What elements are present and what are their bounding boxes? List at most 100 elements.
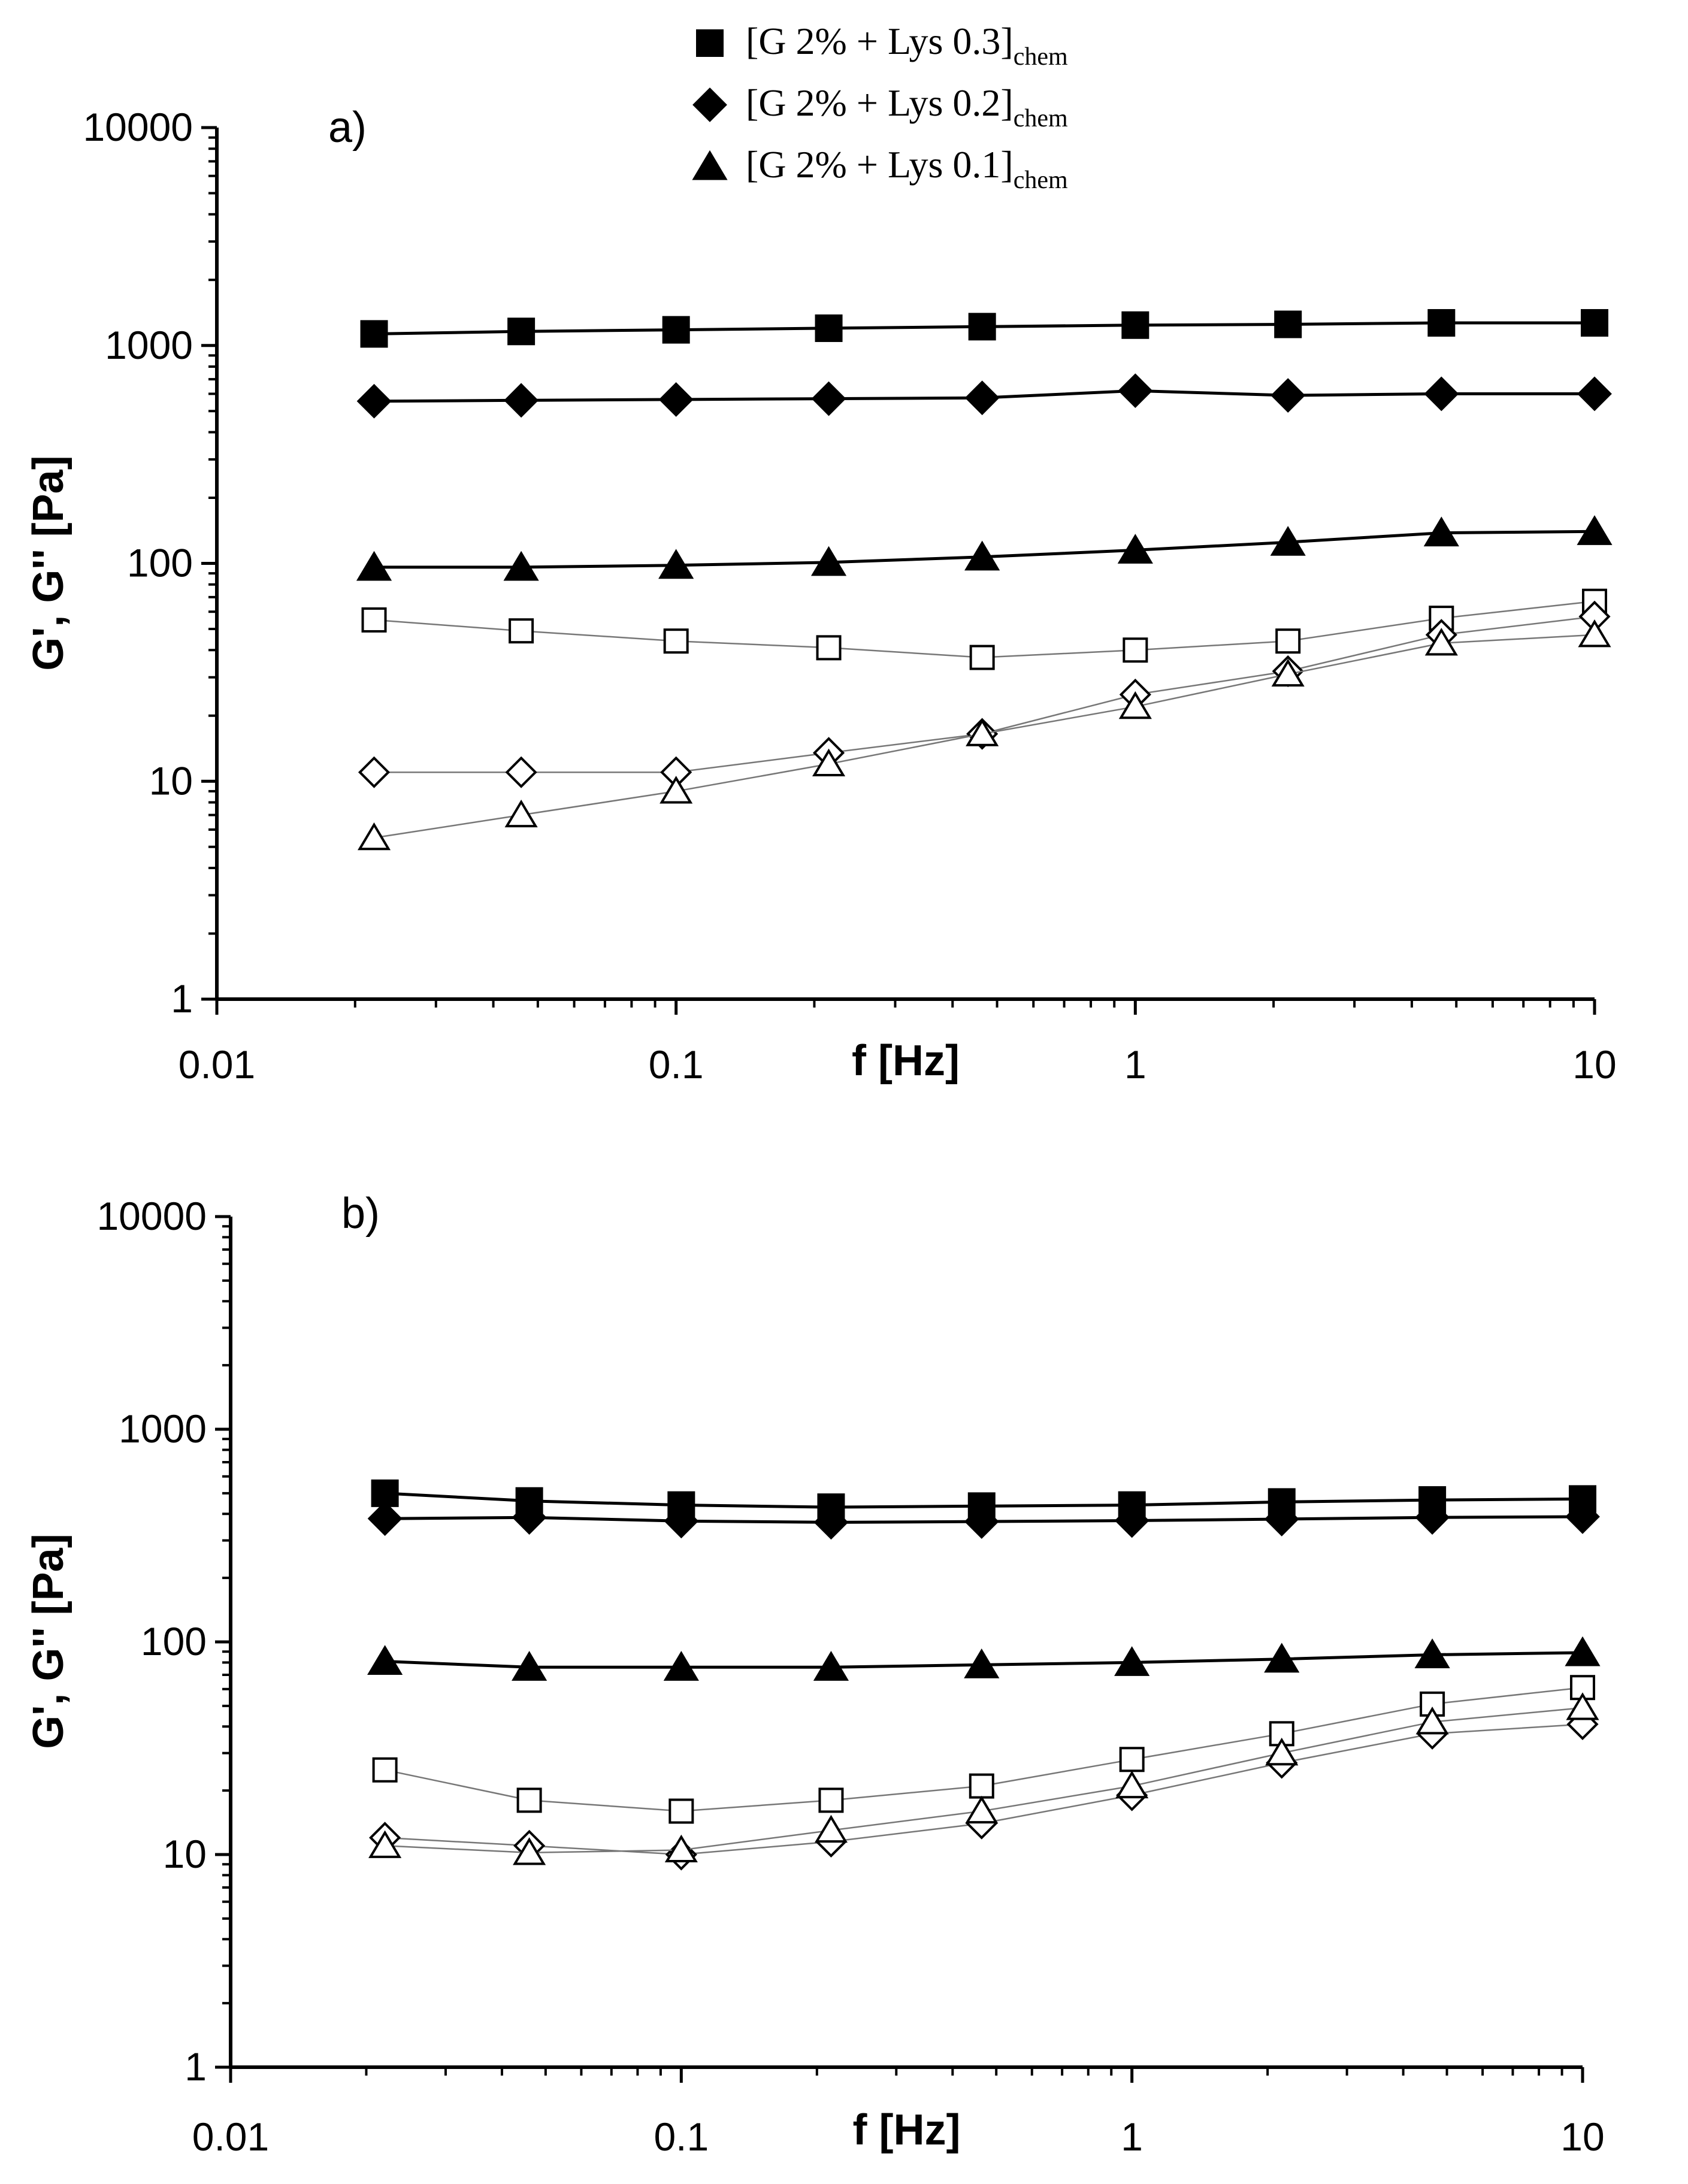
y-tick-label: 100 <box>141 1619 207 1663</box>
x-tick-label: 10 <box>1560 2115 1604 2159</box>
data-point <box>964 1504 999 1539</box>
data-point <box>1420 1691 1445 1717</box>
series-diamond-storage-modulus <box>367 1499 1600 1540</box>
data-point <box>1423 516 1459 547</box>
data-point <box>505 756 537 788</box>
data-point <box>964 1648 1000 1678</box>
legend-label: [G 2% + Lys 0.3]chem <box>746 20 1068 71</box>
y-tick-label: 1000 <box>119 1406 207 1451</box>
data-point <box>818 1787 844 1813</box>
y-tick-label: 10 <box>149 758 193 803</box>
data-point <box>1424 628 1458 656</box>
data-point <box>812 748 846 777</box>
legend-marker-triangle <box>692 150 728 180</box>
data-point <box>1275 628 1301 654</box>
data-point <box>1424 376 1459 412</box>
data-point <box>816 635 842 661</box>
data-point <box>516 1787 542 1813</box>
data-point <box>811 381 846 416</box>
data-point <box>664 1834 698 1863</box>
x-tick-label: 1 <box>1124 1042 1146 1087</box>
data-point <box>1581 308 1608 337</box>
data-point <box>969 645 995 670</box>
x-tick-label: 1 <box>1121 2115 1143 2159</box>
data-point <box>1274 310 1302 338</box>
series-triangle-storage-modulus <box>356 515 1613 581</box>
data-point <box>368 1830 402 1858</box>
series-triangle-loss-modulus <box>368 1692 1599 1865</box>
panel-label: a) <box>328 104 367 152</box>
data-point <box>360 320 388 348</box>
x-tick-label: 0.01 <box>192 2115 269 2159</box>
data-point <box>1578 619 1611 648</box>
series-square-loss-modulus <box>361 588 1607 670</box>
series-triangle-loss-modulus <box>357 619 1611 851</box>
data-point <box>367 1645 403 1675</box>
y-tick-label: 1000 <box>105 323 193 367</box>
panel-label: b) <box>341 1190 380 1238</box>
y-tick-label: 10000 <box>83 105 193 149</box>
data-point <box>1577 515 1613 545</box>
data-point <box>1123 637 1148 663</box>
data-point <box>503 550 539 581</box>
data-point <box>1415 1706 1449 1735</box>
series-diamond-storage-modulus <box>356 373 1612 419</box>
y-axis-title: G', G'' [Pa] <box>25 455 72 670</box>
x-tick-label: 10 <box>1572 1042 1616 1087</box>
data-point <box>1414 1638 1450 1668</box>
data-point <box>504 799 538 828</box>
data-point <box>663 628 689 654</box>
data-point <box>1119 1747 1145 1772</box>
data-point <box>512 1500 547 1535</box>
data-point <box>509 618 534 644</box>
y-tick-label: 100 <box>127 541 193 585</box>
data-point <box>372 1757 398 1783</box>
legend-label: [G 2% + Lys 0.1]chem <box>746 143 1068 194</box>
data-point <box>813 1651 849 1681</box>
data-point <box>1566 1692 1599 1720</box>
series-line <box>374 616 1595 773</box>
data-point <box>1264 1642 1300 1673</box>
data-point <box>969 1773 994 1799</box>
data-point <box>664 1504 699 1539</box>
data-point <box>968 313 996 341</box>
data-point <box>964 540 1000 571</box>
data-point <box>1270 378 1306 413</box>
data-point <box>1270 525 1306 556</box>
data-point <box>1121 311 1149 339</box>
chart-panel-b: 1 10 100 1000 10000 0.01 0.1 1 10 f [Hz] G', G'' [… <box>25 1190 1605 2159</box>
legend-label: [G 2% + Lys 0.2]chem <box>746 81 1068 132</box>
data-point <box>512 1651 547 1681</box>
data-point <box>1265 1737 1299 1766</box>
x-tick-label: 0.01 <box>179 1042 255 1087</box>
data-point <box>1565 1636 1601 1666</box>
chart-panel-a: 1 10 100 1000 10000 0.01 0.1 1 10 f [Hz] G', G'' [… <box>25 104 1617 1087</box>
data-point <box>668 1798 694 1824</box>
data-point <box>367 1501 403 1536</box>
series-square-storage-modulus <box>360 308 1608 348</box>
x-axis-title: f [Hz] <box>852 1037 960 1085</box>
data-point <box>1118 373 1153 409</box>
x-tick-label: 0.1 <box>654 2115 709 2159</box>
legend-marker-square <box>696 29 724 57</box>
data-point <box>1577 376 1612 412</box>
data-point <box>1114 1503 1149 1538</box>
series-triangle-storage-modulus <box>367 1636 1601 1681</box>
data-point <box>658 549 694 579</box>
data-point <box>815 314 843 342</box>
data-point <box>1264 1502 1299 1536</box>
data-point <box>356 550 392 581</box>
data-point <box>660 776 693 804</box>
data-point <box>1271 658 1305 687</box>
data-point <box>662 316 690 344</box>
y-axis-title: G', G'' [Pa] <box>25 1533 72 1749</box>
series-square-loss-modulus <box>372 1675 1595 1824</box>
data-point <box>663 1651 699 1681</box>
y-tick-label: 1 <box>171 976 193 1021</box>
data-point <box>1427 308 1456 337</box>
legend: [G 2% + Lys 0.3]chem [G 2% + Lys 0.2]chem… <box>692 20 1068 194</box>
data-point <box>361 607 387 633</box>
data-point <box>966 718 999 746</box>
data-point <box>1565 1499 1600 1534</box>
